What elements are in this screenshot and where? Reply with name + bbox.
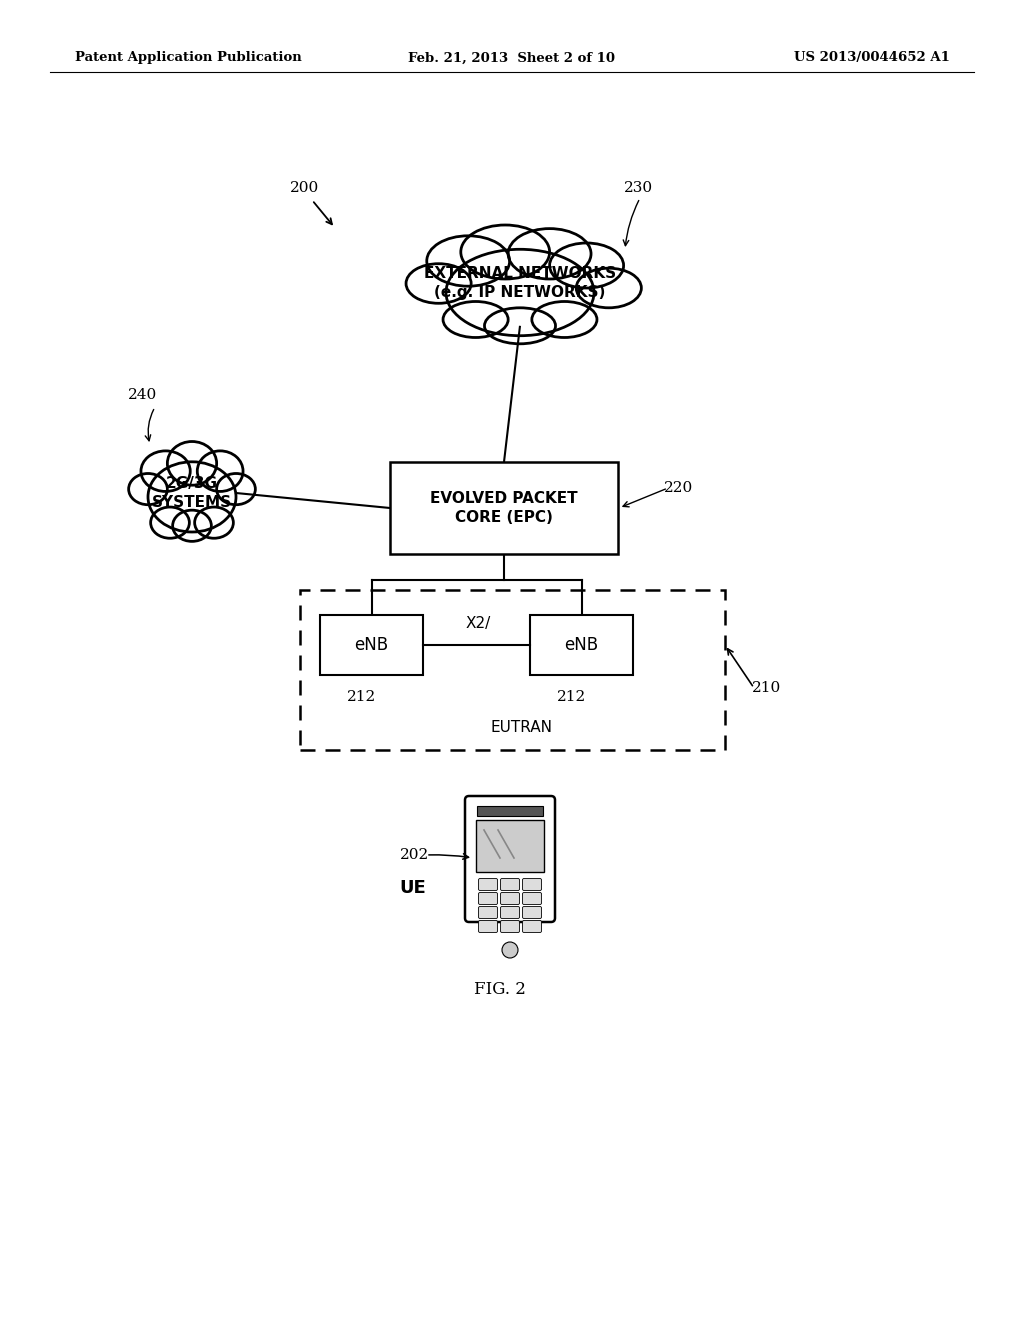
Bar <box>390 462 618 554</box>
Text: X2/: X2/ <box>466 616 492 631</box>
Text: 202: 202 <box>400 847 429 862</box>
FancyBboxPatch shape <box>501 920 519 932</box>
Text: 212: 212 <box>347 690 376 704</box>
Ellipse shape <box>577 268 641 308</box>
Text: FIG. 2: FIG. 2 <box>474 982 526 998</box>
Text: 200: 200 <box>290 181 319 195</box>
Ellipse shape <box>484 308 555 343</box>
Ellipse shape <box>461 224 550 279</box>
Text: 212: 212 <box>557 690 586 704</box>
Bar <box>477 807 543 816</box>
FancyBboxPatch shape <box>478 879 498 891</box>
Text: eNB: eNB <box>564 636 599 653</box>
FancyBboxPatch shape <box>476 820 544 873</box>
Ellipse shape <box>443 301 508 338</box>
FancyBboxPatch shape <box>465 796 555 921</box>
FancyBboxPatch shape <box>478 892 498 904</box>
Text: 240: 240 <box>128 388 158 403</box>
FancyBboxPatch shape <box>478 907 498 919</box>
Ellipse shape <box>531 301 597 338</box>
Ellipse shape <box>550 243 624 288</box>
Ellipse shape <box>198 451 243 491</box>
Text: 210: 210 <box>752 681 781 696</box>
FancyBboxPatch shape <box>501 879 519 891</box>
FancyBboxPatch shape <box>522 892 542 904</box>
FancyBboxPatch shape <box>478 920 498 932</box>
Text: US 2013/0044652 A1: US 2013/0044652 A1 <box>795 51 950 65</box>
Ellipse shape <box>148 462 236 532</box>
Bar <box>319 615 423 675</box>
FancyBboxPatch shape <box>501 892 519 904</box>
Ellipse shape <box>151 507 189 539</box>
Ellipse shape <box>407 264 471 304</box>
Text: 220: 220 <box>664 480 693 495</box>
Ellipse shape <box>129 474 167 504</box>
Text: UE: UE <box>399 879 426 898</box>
FancyBboxPatch shape <box>522 920 542 932</box>
Text: 230: 230 <box>624 181 653 195</box>
FancyBboxPatch shape <box>501 907 519 919</box>
Ellipse shape <box>141 451 190 491</box>
Text: EUTRAN: EUTRAN <box>490 721 552 735</box>
Text: EVOLVED PACKET
CORE (EPC): EVOLVED PACKET CORE (EPC) <box>430 491 578 525</box>
FancyBboxPatch shape <box>522 879 542 891</box>
Ellipse shape <box>508 228 591 279</box>
Ellipse shape <box>173 510 211 541</box>
Ellipse shape <box>217 474 255 504</box>
Circle shape <box>502 942 518 958</box>
Text: Patent Application Publication: Patent Application Publication <box>75 51 302 65</box>
Ellipse shape <box>195 507 233 539</box>
Text: eNB: eNB <box>354 636 388 653</box>
Ellipse shape <box>446 249 594 335</box>
Bar <box>300 590 725 750</box>
Text: Feb. 21, 2013  Sheet 2 of 10: Feb. 21, 2013 Sheet 2 of 10 <box>409 51 615 65</box>
Text: EXTERNAL NETWORKS
(e.g. IP NETWORKS): EXTERNAL NETWORKS (e.g. IP NETWORKS) <box>424 265 616 301</box>
Ellipse shape <box>427 236 510 286</box>
Bar <box>530 615 633 675</box>
Ellipse shape <box>167 441 217 486</box>
Text: 2G/3G
SYSTEMS: 2G/3G SYSTEMS <box>152 475 232 511</box>
FancyBboxPatch shape <box>522 907 542 919</box>
